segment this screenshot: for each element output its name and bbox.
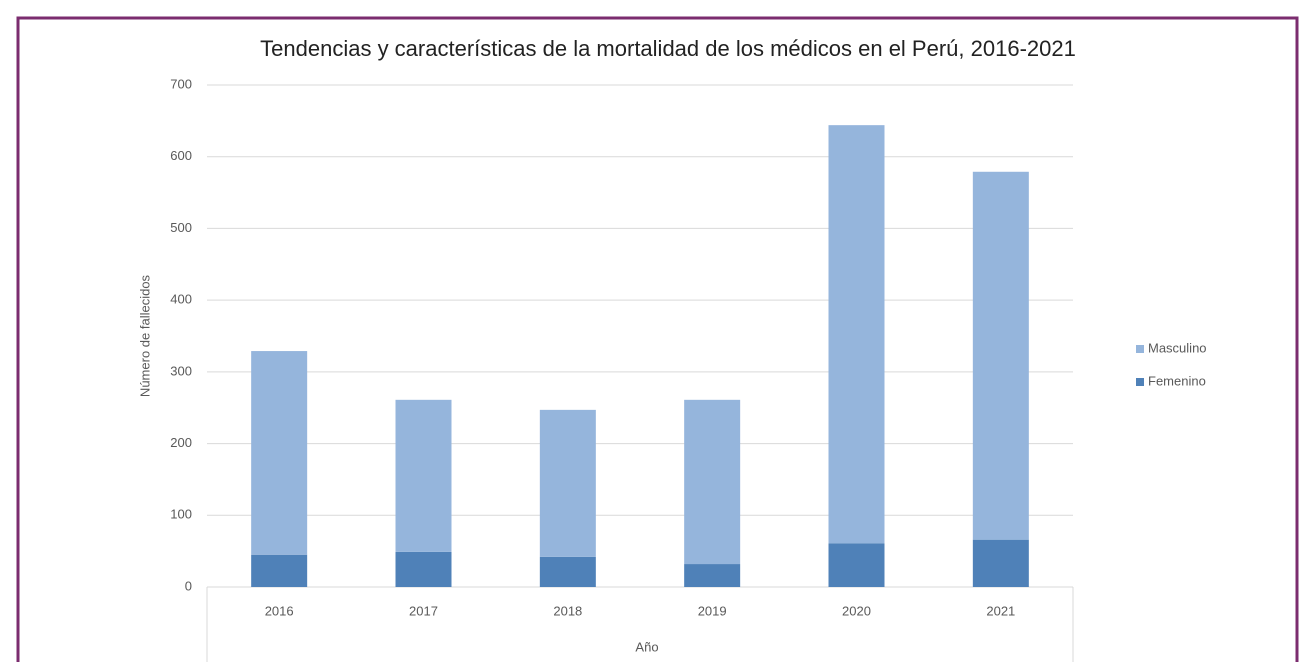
x-tick-label: 2017 — [409, 603, 438, 618]
x-tick-label: 2021 — [986, 603, 1015, 618]
bar — [684, 399, 741, 565]
bar — [972, 171, 1029, 540]
x-axis-label: Año — [635, 639, 658, 654]
y-tick-label: 400 — [170, 292, 192, 307]
y-tick-label: 700 — [170, 76, 192, 91]
bar — [395, 399, 452, 552]
legend-swatch — [1136, 345, 1144, 353]
y-tick-label: 500 — [170, 220, 192, 235]
y-tick-label: 300 — [170, 363, 192, 378]
x-tick-label: 2018 — [553, 603, 582, 618]
legend-swatch — [1136, 378, 1144, 386]
legend-label: Femenino — [1148, 373, 1206, 388]
bar — [251, 351, 308, 555]
y-tick-label: 100 — [170, 507, 192, 522]
bar — [251, 554, 308, 587]
bar — [539, 409, 596, 557]
y-axis-label: Número de fallecidos — [137, 274, 152, 397]
bar — [972, 539, 1029, 587]
x-tick-label: 2020 — [842, 603, 871, 618]
bar — [395, 551, 452, 587]
bar — [828, 543, 885, 587]
x-tick-label: 2016 — [265, 603, 294, 618]
y-tick-label: 200 — [170, 435, 192, 450]
legend-label: Masculino — [1148, 340, 1207, 355]
bar — [828, 125, 885, 544]
chart-title: Tendencias y características de la morta… — [260, 36, 1076, 61]
bar — [539, 556, 596, 587]
x-tick-label: 2019 — [698, 603, 727, 618]
frame — [16, 16, 1299, 667]
y-tick-label: 0 — [185, 578, 192, 593]
y-tick-label: 600 — [170, 148, 192, 163]
bar — [684, 564, 741, 587]
